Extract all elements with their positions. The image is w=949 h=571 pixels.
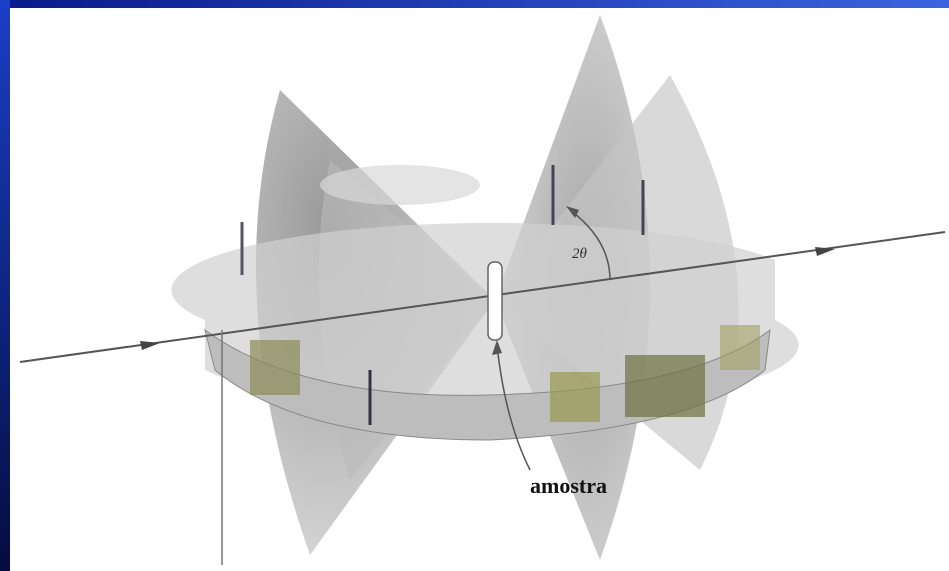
- film-spot: [625, 355, 705, 417]
- beam: [19, 231, 946, 363]
- arrow: [566, 206, 579, 218]
- arrow: [815, 247, 835, 256]
- film-spot: [550, 372, 600, 422]
- sample: [487, 261, 503, 341]
- film-spot: [250, 340, 300, 395]
- pointer: [496, 344, 531, 471]
- film-spot: [720, 325, 760, 370]
- arrow: [492, 340, 502, 355]
- frame-left: [0, 0, 10, 571]
- frame-top: [0, 0, 949, 8]
- sample-label: amostra: [530, 473, 607, 498]
- haze: [320, 165, 480, 205]
- arrow: [140, 341, 160, 350]
- angle-arc: [569, 209, 611, 281]
- angle-label: 2θ: [572, 246, 588, 262]
